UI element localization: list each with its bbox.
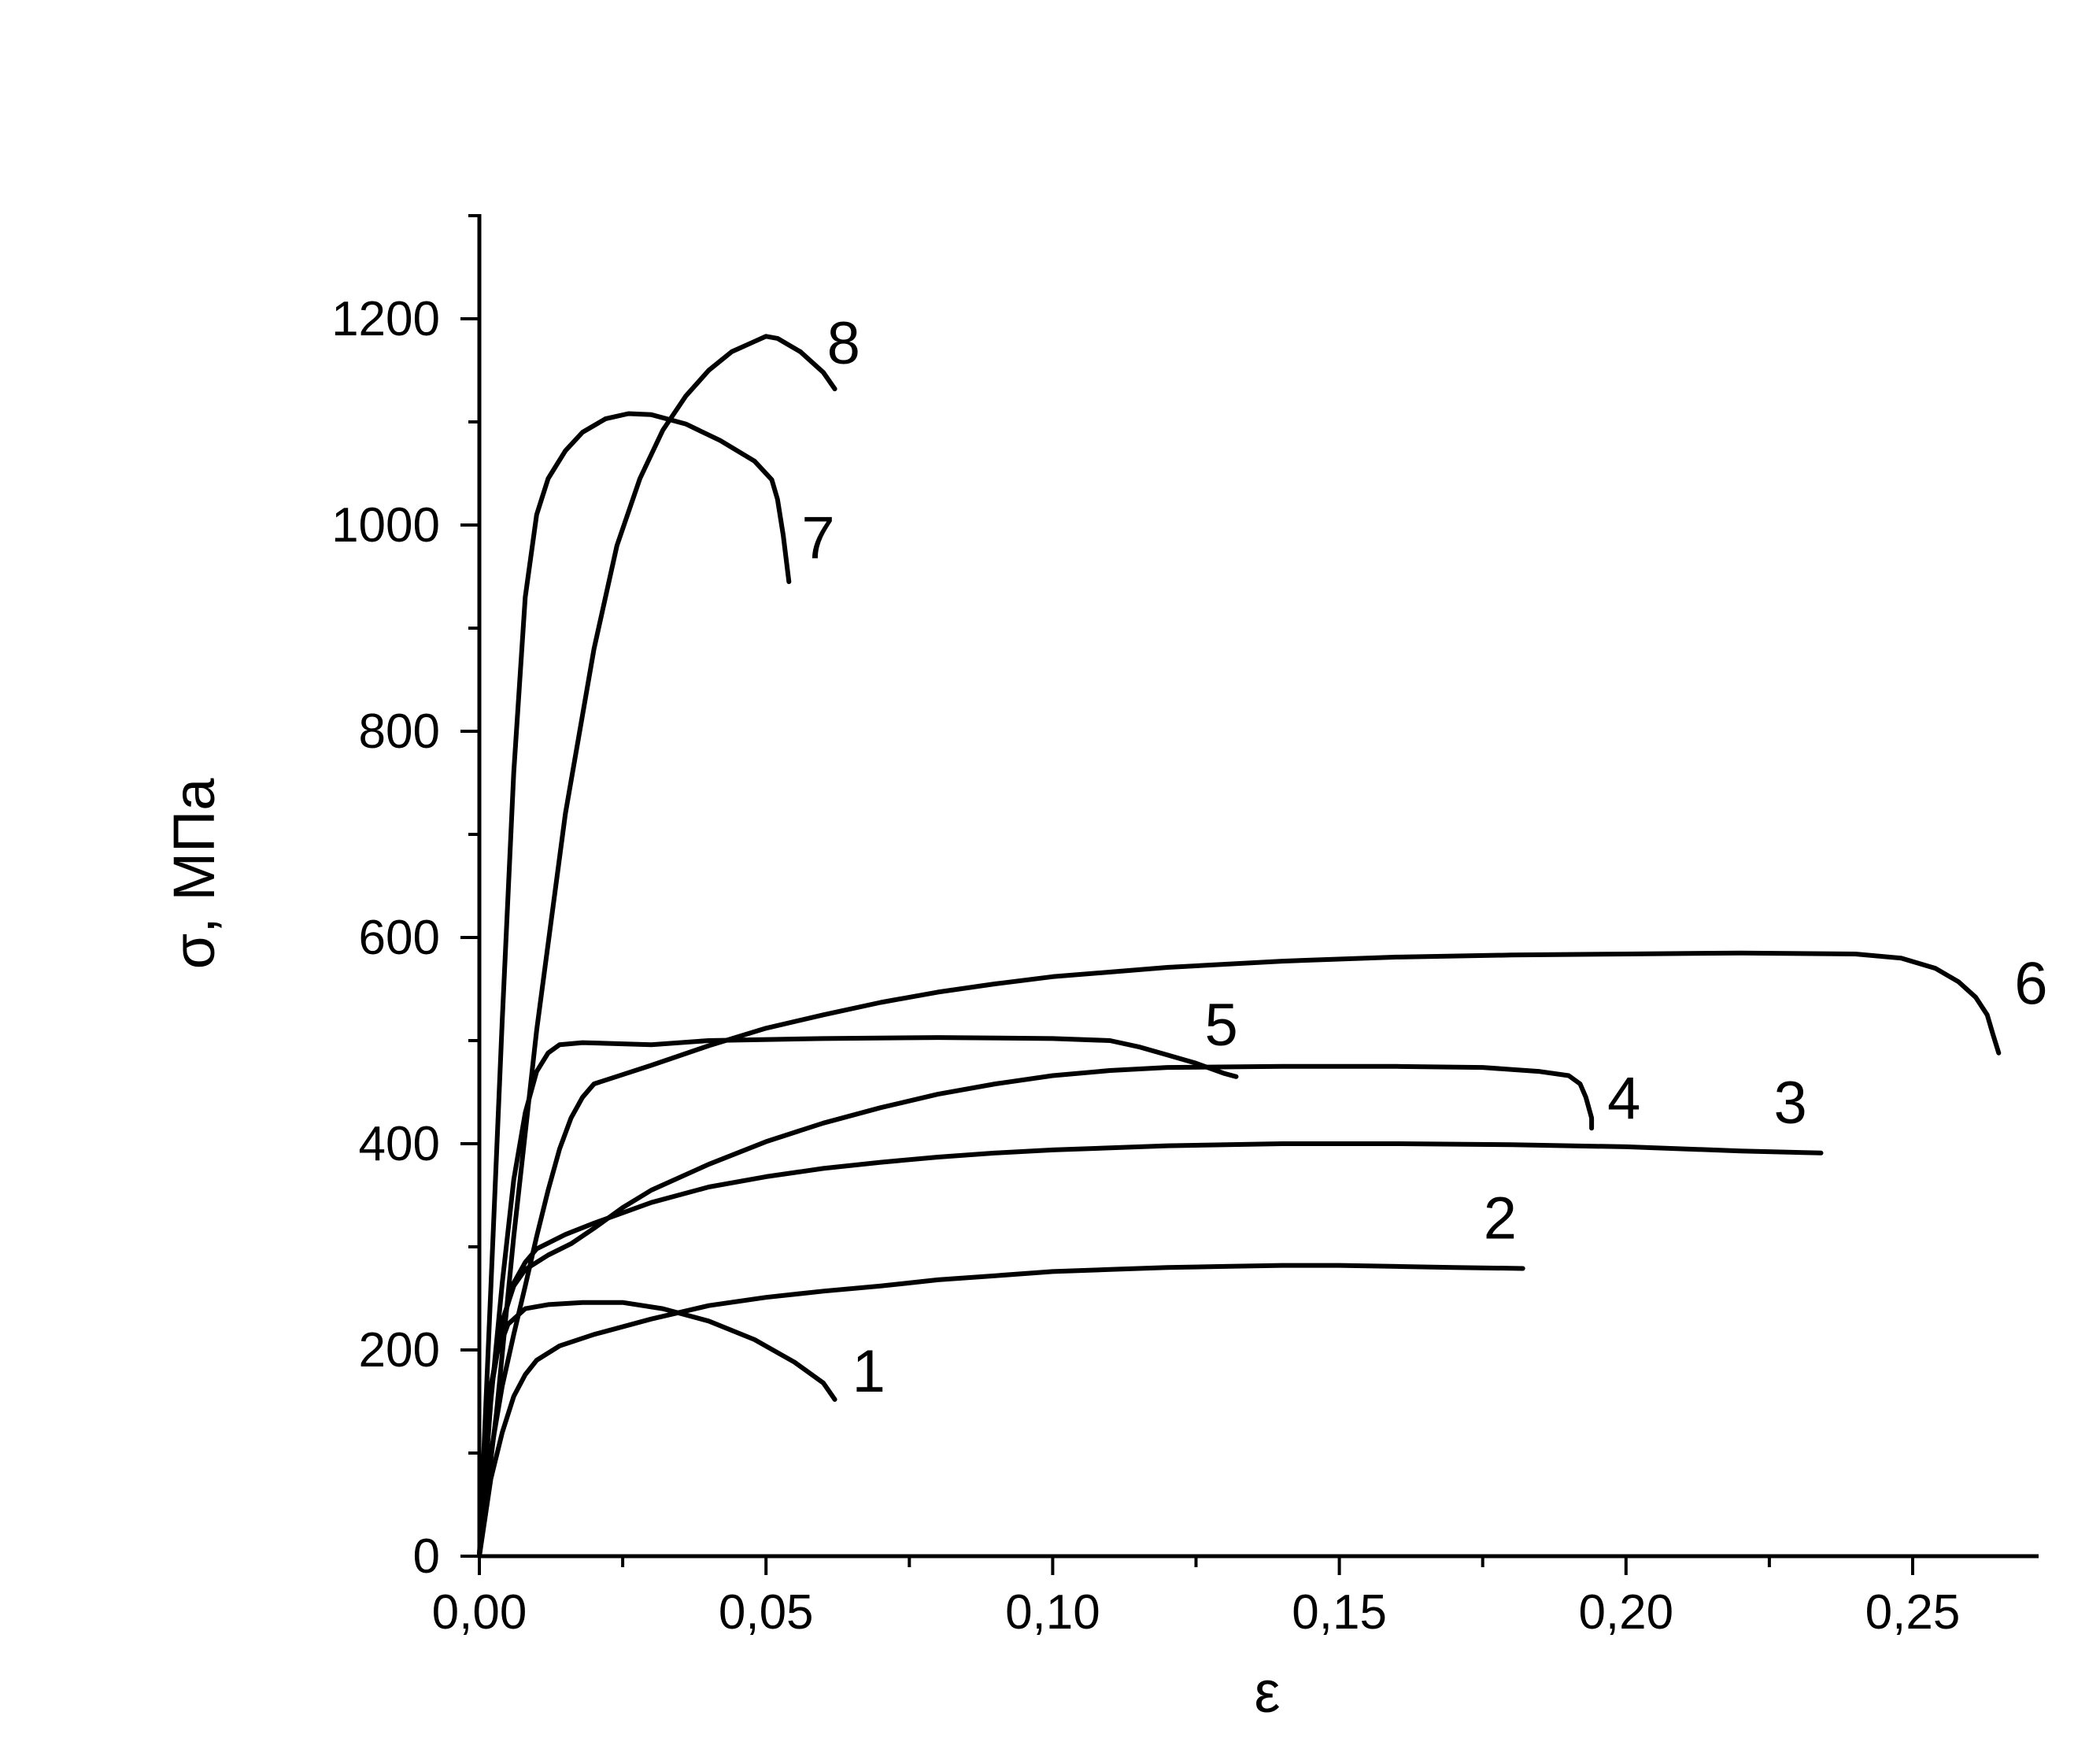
curve-1 bbox=[477, 1300, 837, 1559]
y-tick-label: 600 bbox=[359, 911, 440, 965]
x-tick-label: 0,20 bbox=[1578, 1585, 1673, 1640]
curve-5 bbox=[477, 1035, 1239, 1559]
x-tick-label: 0,15 bbox=[1292, 1585, 1387, 1640]
curves bbox=[477, 334, 2002, 1559]
y-tick-label: 0 bbox=[413, 1529, 440, 1584]
x-tick-label: 0,25 bbox=[1865, 1585, 1961, 1640]
curve-label-8: 8 bbox=[827, 310, 860, 377]
curve-label-2: 2 bbox=[1484, 1185, 1517, 1252]
curve-4 bbox=[477, 1063, 1595, 1559]
curve-6 bbox=[477, 950, 2002, 1559]
x-axis-title: ε bbox=[1255, 1659, 1281, 1725]
x-tick-label: 0,00 bbox=[432, 1585, 527, 1640]
y-tick-label: 200 bbox=[359, 1323, 440, 1377]
curve-label-7: 7 bbox=[801, 505, 834, 571]
curve-label-5: 5 bbox=[1204, 992, 1237, 1059]
y-axis-title: σ, МПа bbox=[161, 778, 227, 970]
curve-labels: 1 2 3 4 5 6 7 8 bbox=[801, 310, 2047, 1405]
x-tick-label: 0,10 bbox=[1005, 1585, 1100, 1640]
y-tick-label: 1000 bbox=[331, 498, 440, 553]
curve-7 bbox=[477, 411, 792, 1559]
curve-label-3: 3 bbox=[1773, 1070, 1806, 1137]
x-tick-label: 0,05 bbox=[719, 1585, 814, 1640]
curve-2 bbox=[477, 1263, 1525, 1559]
curve-3 bbox=[477, 1141, 1824, 1559]
curve-label-1: 1 bbox=[852, 1338, 885, 1405]
curve-label-6: 6 bbox=[2014, 951, 2047, 1018]
axes: 0,00 0,05 0,10 0,15 0,20 0,25 0 200 400 600 800 100… bbox=[331, 214, 2039, 1640]
y-tick-label: 800 bbox=[359, 704, 440, 759]
curve-label-4: 4 bbox=[1607, 1065, 1640, 1132]
y-tick-label: 400 bbox=[359, 1117, 440, 1171]
curve-8 bbox=[477, 334, 837, 1559]
y-tick-label: 1200 bbox=[331, 292, 440, 346]
